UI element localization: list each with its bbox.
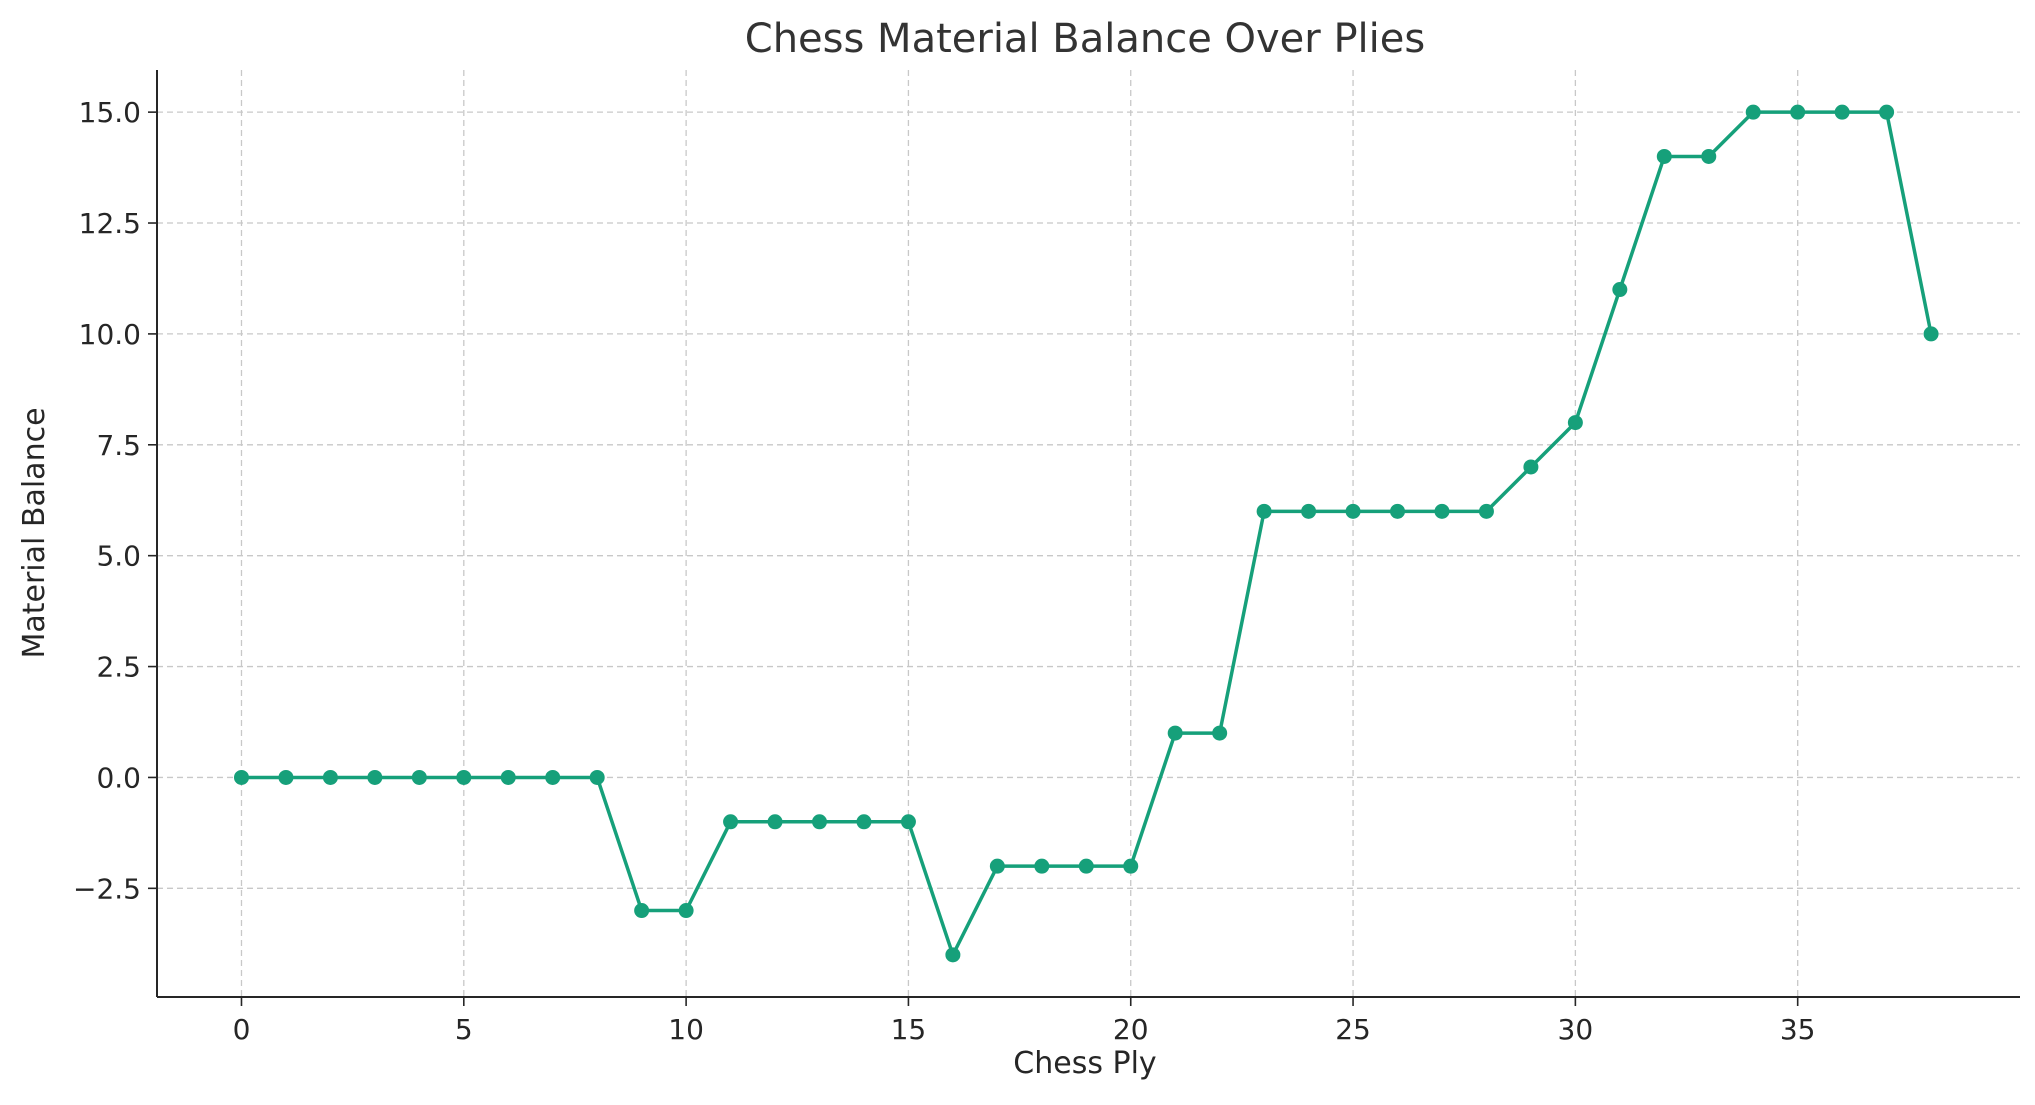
data-point bbox=[1701, 148, 1717, 164]
data-point bbox=[856, 814, 872, 830]
y-tick-label: −2.5 bbox=[73, 872, 141, 905]
data-point bbox=[589, 769, 605, 785]
data-point bbox=[1256, 503, 1272, 519]
data-point bbox=[989, 858, 1005, 874]
data-point bbox=[545, 769, 561, 785]
grid-layer bbox=[157, 70, 2020, 997]
series-line bbox=[241, 110, 1933, 957]
y-tick-label: 0.0 bbox=[96, 761, 141, 794]
data-point bbox=[1745, 104, 1761, 120]
data-point bbox=[1434, 503, 1450, 519]
y-tick-label: 7.5 bbox=[96, 429, 141, 462]
data-point bbox=[634, 903, 650, 919]
y-tick-label: 5.0 bbox=[96, 540, 141, 573]
data-point bbox=[1523, 459, 1539, 475]
data-point bbox=[411, 769, 427, 785]
data-point bbox=[1123, 858, 1139, 874]
data-point bbox=[1390, 503, 1406, 519]
data-point bbox=[900, 814, 916, 830]
data-point bbox=[500, 769, 516, 785]
x-tick-label: 25 bbox=[1335, 1013, 1371, 1046]
data-point bbox=[1834, 104, 1850, 120]
x-tick-label: 10 bbox=[668, 1013, 704, 1046]
x-tick-label: 30 bbox=[1558, 1013, 1594, 1046]
x-tick-label: 20 bbox=[1113, 1013, 1149, 1046]
data-point bbox=[1656, 148, 1672, 164]
x-tick-label: 5 bbox=[455, 1013, 473, 1046]
x-axis-label: Chess Ply bbox=[1013, 1046, 1156, 1081]
data-point bbox=[1612, 282, 1628, 298]
data-point bbox=[723, 814, 739, 830]
data-point bbox=[811, 814, 827, 830]
data-point bbox=[945, 947, 961, 963]
data-point bbox=[1879, 104, 1895, 120]
x-tick-label: 15 bbox=[891, 1013, 927, 1046]
data-point bbox=[1923, 326, 1939, 342]
ticks-layer: 0 5 10 15 20 25 30 35 −2.5 0.0 2.5 5.0 7.5 10.0 12.5 15… bbox=[73, 96, 1816, 1046]
axes-layer bbox=[156, 70, 2020, 998]
data-point bbox=[1478, 503, 1494, 519]
data-point bbox=[1034, 858, 1050, 874]
data-point bbox=[456, 769, 472, 785]
data-point bbox=[1301, 503, 1317, 519]
y-tick-label: 12.5 bbox=[79, 207, 141, 240]
data-point bbox=[1345, 503, 1361, 519]
y-axis-label: Material Balance bbox=[17, 407, 52, 658]
data-point bbox=[1790, 104, 1806, 120]
y-tick-label: 15.0 bbox=[79, 96, 141, 129]
data-point bbox=[322, 769, 338, 785]
data-point bbox=[278, 769, 294, 785]
x-tick-label: 0 bbox=[233, 1013, 251, 1046]
data-point bbox=[233, 769, 249, 785]
y-tick-label: 10.0 bbox=[79, 318, 141, 351]
data-point bbox=[1078, 858, 1094, 874]
data-point bbox=[767, 814, 783, 830]
y-tick-label: 2.5 bbox=[96, 651, 141, 684]
data-point bbox=[1567, 415, 1583, 431]
chart-title: Chess Material Balance Over Plies bbox=[745, 16, 1425, 62]
data-point bbox=[1167, 725, 1183, 741]
data-point bbox=[367, 769, 383, 785]
x-tick-label: 35 bbox=[1780, 1013, 1816, 1046]
data-point bbox=[1212, 725, 1228, 741]
series-layer bbox=[233, 104, 1939, 963]
data-point bbox=[678, 903, 694, 919]
